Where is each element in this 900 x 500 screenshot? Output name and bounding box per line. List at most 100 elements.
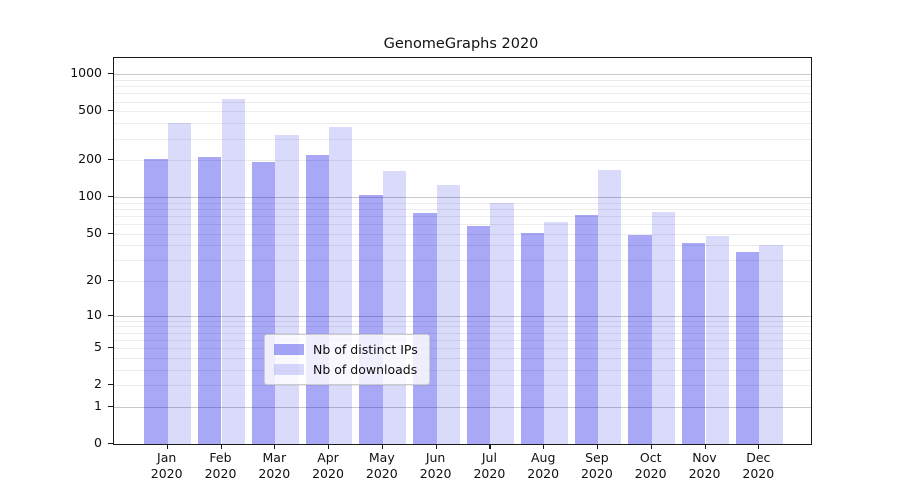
minor-gridline [114,215,811,217]
x-tick-mark [758,444,760,449]
bar-jun-downloads [436,184,460,444]
minor-gridline [114,101,811,103]
minor-gridline [114,123,811,125]
minor-gridline [114,348,811,350]
x-tick-mark [381,444,383,449]
y-tick-label: 200 [78,151,102,167]
y-tick-mark [108,280,113,282]
bar-nov-ips [682,242,706,444]
y-tick-label: 500 [78,102,102,118]
bar-oct-ips [628,234,652,444]
minor-gridline [114,93,811,95]
y-tick-label: 100 [78,188,102,203]
minor-gridline [114,224,811,225]
x-tick-mark [489,444,491,449]
minor-gridline [114,332,811,334]
major-gridline [114,406,811,408]
x-tick-label: Dec 2020 [742,450,775,481]
legend-row-distinct-ips: Nb of distinct IPs [274,342,418,357]
bar-oct-downloads [651,212,676,444]
bar-dec-downloads [759,245,783,444]
minor-gridline [114,138,811,140]
y-tick-mark [108,232,113,234]
x-tick-label: Apr 2020 [312,450,344,481]
x-tick-mark [435,444,437,449]
bar-mar-downloads [275,135,299,444]
plot-area [113,57,812,445]
x-tick-label: Oct 2020 [634,450,667,481]
x-tick-label: Nov 2020 [688,450,721,481]
y-tick-label: 2 [94,376,102,392]
minor-gridline [114,208,811,210]
y-tick-mark [108,405,113,408]
major-gridline [114,74,811,76]
legend-label-distinct-ips: Nb of distinct IPs [313,342,418,357]
bar-jan-downloads [167,122,192,444]
bar-feb-downloads [221,98,245,444]
bar-sep-downloads [597,170,622,444]
y-tick-label: 10 [86,306,102,322]
minor-gridline [114,111,811,113]
legend-swatch-distinct-ips [274,344,304,355]
bar-feb-ips [198,157,222,444]
legend-row-downloads: Nb of downloads [274,362,418,377]
bar-may-downloads [382,171,407,444]
x-tick-mark [328,444,330,449]
y-tick-label: 1 [94,397,102,413]
y-tick-label: 50 [86,224,102,240]
x-tick-label: Aug 2020 [527,450,560,481]
minor-gridline [114,320,811,322]
bar-dec-ips [735,252,760,444]
minor-gridline [114,369,811,371]
y-tick-mark [108,159,113,161]
y-tick-label: 0 [94,435,102,450]
minor-gridline [114,160,811,162]
y-tick-mark [108,314,113,316]
bar-jun-ips [413,213,437,444]
y-tick-mark [108,196,113,198]
minor-gridline [114,339,811,341]
legend-swatch-downloads [274,364,304,375]
bar-jan-ips [144,158,168,444]
bar-jul-downloads [490,202,514,444]
minor-gridline [114,260,811,262]
bar-nov-downloads [705,235,729,444]
x-tick-label: Sep 2020 [580,450,613,481]
y-tick-mark [108,443,113,445]
legend-label-downloads: Nb of downloads [313,362,418,377]
x-tick-mark [596,444,599,449]
minor-gridline [114,79,811,81]
y-tick-mark [108,110,113,112]
x-tick-mark [274,444,276,449]
x-tick-label: May 2020 [365,450,398,481]
x-tick-label: Jun 2020 [419,450,452,481]
x-tick-mark [220,444,222,449]
x-tick-mark [166,444,168,449]
y-tick-mark [108,384,113,386]
bar-may-ips [359,195,383,444]
bar-sep-ips [574,215,598,444]
y-tick-label: 5 [94,339,102,355]
bar-apr-downloads [329,126,353,444]
x-tick-label: Jan 2020 [150,450,183,481]
minor-gridline [114,202,811,204]
major-gridline [114,197,811,198]
minor-gridline [114,357,811,359]
x-tick-mark [543,444,545,449]
minor-gridline [114,326,811,328]
legend: Nb of distinct IPs Nb of downloads [264,334,430,385]
x-tick-label: Feb 2020 [204,450,237,481]
x-tick-mark [650,444,652,449]
bar-apr-ips [305,155,329,444]
bar-aug-downloads [544,222,568,444]
y-tick-mark [108,73,113,75]
y-tick-mark [108,347,113,349]
x-tick-label: Mar 2020 [258,450,291,481]
major-gridline [114,315,811,317]
y-tick-label: 1000 [70,65,102,81]
minor-gridline [114,245,811,247]
x-tick-mark [704,444,706,449]
bar-jul-ips [467,225,491,444]
bar-aug-ips [520,232,545,444]
